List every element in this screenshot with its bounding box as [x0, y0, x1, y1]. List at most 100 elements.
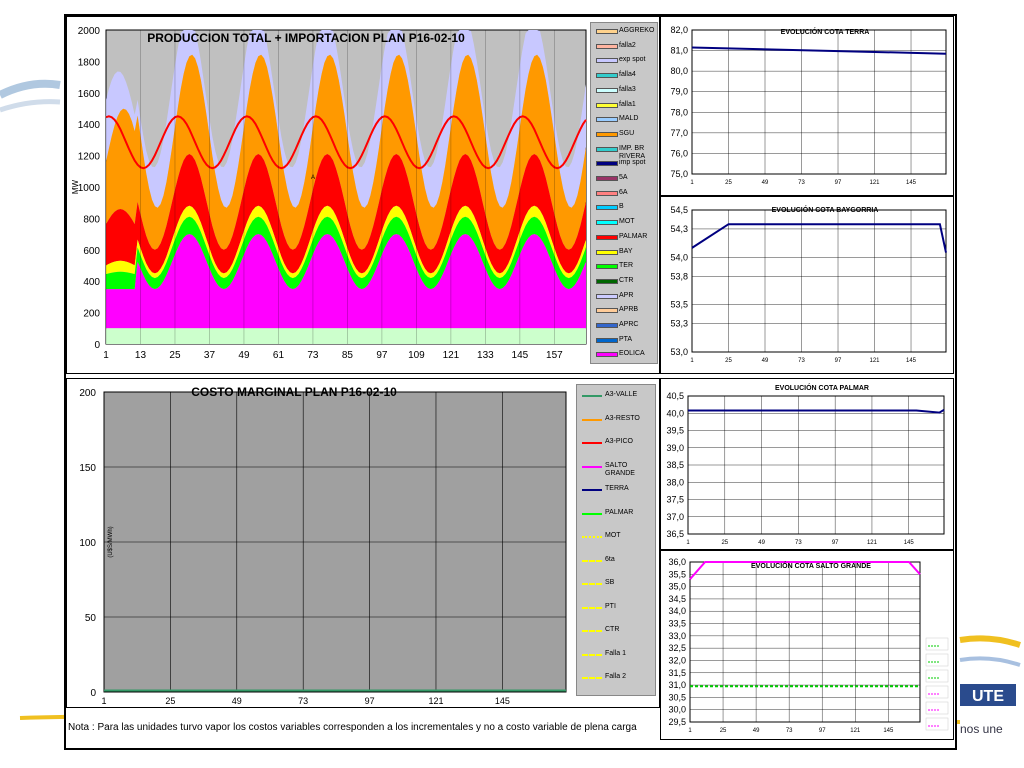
y-tick-label: 40,5: [666, 391, 684, 401]
legend-swatch: [596, 117, 618, 123]
production-chart: 1 13 25 37 49 61 73 85 97 109 121 133 145 157 0 200 400 6…: [71, 26, 587, 361]
legend-label: EOLICA: [619, 350, 645, 358]
x-tick-label: 49: [753, 728, 760, 734]
y-tick-label: 53,3: [670, 319, 688, 329]
legend-swatch: [596, 176, 618, 181]
legend-swatch: [582, 395, 602, 397]
y-tick-label: 1800: [78, 57, 101, 68]
legend-item: Falla 1: [577, 650, 655, 664]
legend-box: [925, 637, 949, 651]
x-tick-label: 1: [690, 358, 694, 364]
legend-label: 6A: [619, 188, 628, 196]
y-tick-label: 40,0: [666, 408, 684, 418]
area-sgu: [106, 54, 586, 250]
x-tick-label: 25: [165, 696, 175, 706]
legend-swatch: [596, 161, 618, 167]
x-tick-label: 121: [870, 180, 881, 186]
legend-label: MOT: [605, 532, 621, 539]
cost-legend: A3-VALLE A3-RESTO A3-PICO SALTO GRANDE TERRA…: [576, 384, 656, 696]
x-tick-label: 157: [546, 350, 563, 361]
x-tick-label: 145: [512, 350, 529, 361]
legend-swatch: [582, 512, 602, 515]
x-tick-label: 97: [835, 180, 842, 186]
y-tick-label: 31,0: [668, 680, 686, 690]
x-tick-label: 145: [495, 696, 510, 706]
legend-label: MOT: [619, 218, 635, 226]
x-tick-label: 25: [725, 180, 732, 186]
legend-label: PTI: [605, 602, 616, 610]
legend-swatch: [582, 465, 602, 468]
legend-item: falla1: [591, 101, 657, 115]
chart-title: EVOLUCIÓN COTA BAYGORRIA: [772, 205, 879, 214]
x-tick-label: 49: [762, 180, 769, 186]
y-tick-label: 1400: [78, 120, 101, 131]
y-tick-label: 150: [79, 463, 96, 474]
legend-label: A3-RESTO: [605, 414, 640, 422]
x-tick-label: 73: [798, 358, 805, 364]
legend-label: APR: [619, 291, 634, 299]
y-tick-label: 35,0: [668, 582, 686, 592]
legend-item: imp spot: [591, 159, 657, 173]
legend-item: MALD: [591, 115, 657, 129]
plot-area: [691, 29, 947, 175]
x-tick-label: 1: [690, 180, 694, 186]
x-tick-label: 133: [477, 350, 494, 361]
y-tick-label: 34,0: [668, 606, 686, 616]
y-tick-label: 53,8: [670, 271, 688, 281]
y-tick-label: 1600: [78, 89, 101, 100]
y-tick-label: 36,5: [666, 529, 684, 539]
legend-swatch: [596, 249, 618, 255]
x-tick-label: 73: [307, 350, 319, 361]
legend-label: exp spot: [619, 56, 646, 64]
x-tick-label: 97: [832, 540, 839, 546]
x-tick-label: 97: [376, 350, 388, 361]
footnote: Nota : Para las unidades turvo vapor los…: [68, 722, 637, 733]
legend-item: falla3: [591, 86, 657, 100]
y-tick-label: 39,0: [666, 443, 684, 453]
cost-chart: 1 25 49 73 97 121 145 0 50 100 150 200 COSTO MARGINA…: [79, 385, 567, 706]
chart-title: EVOLUCIÓN COTA PALMAR: [775, 383, 869, 392]
y-tick-label: 53,0: [670, 347, 688, 357]
level-line: [691, 223, 947, 253]
y-tick-label: 2000: [78, 26, 101, 37]
x-tick-label: 61: [273, 350, 285, 361]
x-tick-label: 121: [870, 358, 881, 364]
legend-swatch: [596, 352, 618, 358]
legend-label: A3-VALLE: [605, 391, 638, 398]
legend-swatch: [596, 278, 618, 284]
y-tick-label: 200: [83, 309, 100, 320]
y-tick-label: 600: [83, 246, 100, 257]
x-tick-label: 13: [135, 350, 147, 361]
y-tick-label: 0: [94, 340, 100, 351]
y-tick-label: 100: [79, 538, 96, 549]
area-pta: [106, 328, 586, 344]
legend-item: PTA: [591, 336, 657, 350]
y-tick-label: 38,5: [666, 460, 684, 470]
legend-swatch: [596, 205, 618, 211]
legend-label: falla3: [619, 85, 636, 93]
chart-title: EVOLUCIÓN COTA TERRA: [781, 27, 870, 36]
y-tick-label: 32,5: [668, 643, 686, 653]
legend-label: PALMAR: [605, 508, 634, 516]
y-tick-label: 34,5: [668, 594, 686, 604]
x-tick-label: 1: [103, 350, 109, 361]
y-tick-label: 33,0: [668, 631, 686, 641]
legend-item: Falla 2: [577, 673, 655, 687]
annotation: A: [311, 175, 315, 181]
x-tick-label: 73: [298, 696, 308, 706]
y-tick-label: 200: [79, 388, 96, 399]
legend-item: falla4: [591, 71, 657, 85]
legend-label: CTR: [619, 276, 634, 284]
x-tick-label: 1: [688, 728, 692, 734]
plot-area: [691, 209, 947, 353]
legend-label: 5A: [619, 174, 628, 181]
legend-label: TER: [619, 262, 633, 270]
x-tick-label: 121: [443, 350, 460, 361]
legend-item: PALMAR: [577, 509, 655, 523]
y-tick-label: 80,0: [670, 66, 688, 76]
legend-item: EOLICA: [591, 350, 657, 364]
legend-item: MOT: [591, 218, 657, 232]
legend-label: falla1: [619, 100, 636, 108]
legend-swatch: [596, 323, 618, 328]
level-line: [691, 46, 947, 55]
